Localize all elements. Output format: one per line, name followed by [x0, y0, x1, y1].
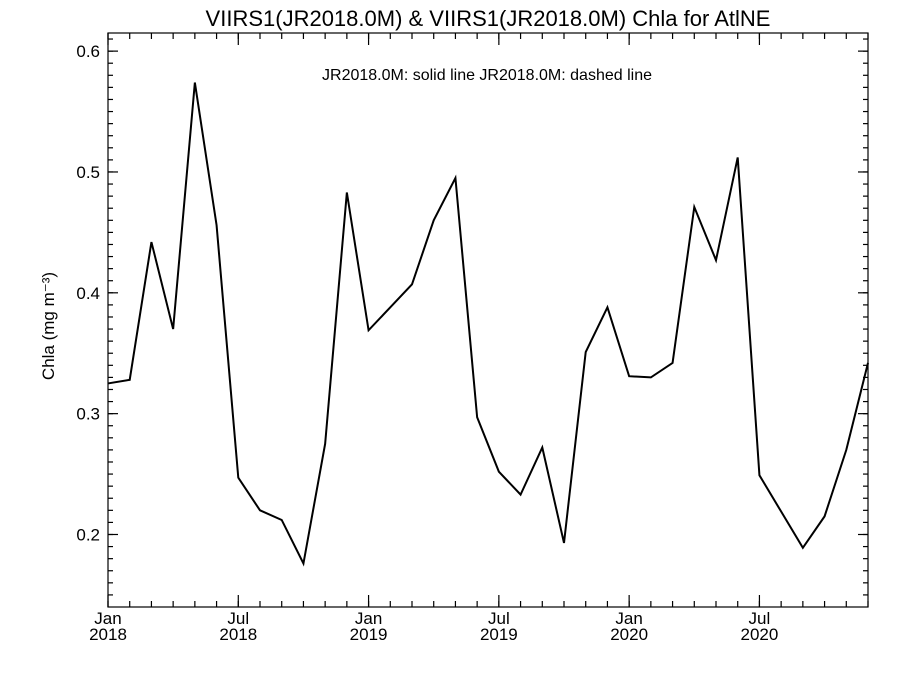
- x-tick-label-month: Jan: [355, 609, 382, 628]
- y-tick-label: 0.3: [76, 405, 100, 424]
- x-tick-label-month: Jul: [749, 609, 771, 628]
- series-layer: [107, 82, 869, 567]
- x-tick-label-month: Jan: [615, 609, 642, 628]
- x-tick-label-year: 2019: [350, 625, 388, 644]
- y-tick-label: 0.5: [76, 163, 100, 182]
- y-tick-label: 0.4: [76, 284, 100, 303]
- tick-labels: 0.20.30.40.50.6Jan2018Jul2018Jan2019Jul2…: [76, 42, 778, 644]
- x-tick-label-year: 2018: [89, 625, 127, 644]
- chart-title: VIIRS1(JR2018.0M) & VIIRS1(JR2018.0M) Ch…: [206, 6, 771, 31]
- x-tick-label-year: 2019: [480, 625, 518, 644]
- plot-frame: [107, 32, 869, 608]
- series-line: [107, 82, 869, 567]
- y-axis-label: Chla (mg m⁻³): [39, 272, 58, 380]
- x-tick-label-month: Jan: [94, 609, 121, 628]
- x-tick-label-month: Jul: [488, 609, 510, 628]
- x-tick-label-month: Jul: [227, 609, 249, 628]
- y-tick-label: 0.2: [76, 525, 100, 544]
- axis-ticks: [107, 33, 869, 607]
- x-tick-label-year: 2018: [219, 625, 257, 644]
- y-tick-label: 0.6: [76, 42, 100, 61]
- x-tick-label-year: 2020: [741, 625, 779, 644]
- x-tick-label-year: 2020: [610, 625, 648, 644]
- legend-text: JR2018.0M: solid line JR2018.0M: dashed …: [322, 67, 652, 84]
